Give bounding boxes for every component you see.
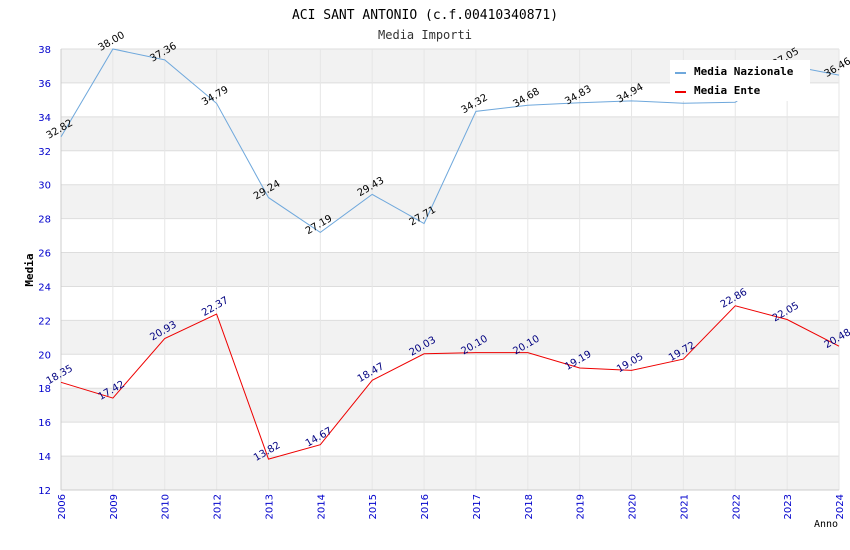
x-tick-label: 2022	[731, 494, 742, 519]
x-tick-label: 2019	[576, 494, 587, 519]
y-axis-label: Media	[23, 253, 36, 286]
x-tick-label: 2010	[161, 494, 172, 519]
data-label: 34.83	[563, 84, 593, 108]
y-tick-label: 20	[38, 350, 51, 361]
x-tick-label: 2015	[368, 494, 379, 519]
grid-band	[61, 320, 839, 355]
y-tick-label: 38	[38, 45, 51, 56]
x-tick-label: 2017	[472, 494, 483, 519]
x-tick-label: 2023	[783, 494, 794, 519]
data-label: 18.35	[45, 363, 75, 387]
grid-band	[61, 456, 839, 490]
legend-label-ente: Media Ente	[694, 84, 761, 97]
x-tick-label: 2014	[316, 494, 327, 519]
series-line-nazionale	[60, 48, 840, 234]
y-tick-label: 18	[38, 384, 51, 395]
data-label: 34.68	[511, 86, 541, 110]
x-tick-label: 2021	[679, 494, 690, 519]
chart-title: ACI SANT ANTONIO (c.f.00410340871)	[292, 8, 558, 23]
y-tick-label: 32	[38, 147, 51, 158]
legend-label-nazionale: Media Nazionale	[694, 65, 794, 78]
y-tick-label: 24	[38, 282, 51, 293]
x-tick-label: 2009	[109, 494, 120, 519]
x-tick-label: 2012	[213, 494, 224, 519]
y-tick-label: 30	[38, 181, 51, 192]
data-label: 34.94	[615, 82, 645, 106]
y-tick-label: 12	[38, 486, 51, 497]
legend-box	[670, 60, 810, 101]
x-tick-label: 2018	[524, 494, 535, 519]
y-tick-label: 28	[38, 215, 51, 226]
x-tick-label: 2024	[835, 494, 846, 519]
grid-band	[61, 116, 839, 151]
x-tick-label: 2013	[264, 494, 275, 519]
grid-band	[61, 184, 839, 219]
y-tick-label: 36	[38, 79, 51, 90]
y-tick-label: 26	[38, 249, 51, 260]
y-tick-label: 14	[38, 452, 51, 463]
y-tick-label: 34	[38, 113, 51, 124]
x-tick-label: 2020	[628, 494, 639, 519]
data-label: 14.67	[304, 426, 334, 450]
x-axis-label: Anno	[814, 519, 838, 530]
data-label: 19.05	[615, 351, 645, 375]
chart-subtitle: Media Importi	[378, 28, 472, 42]
data-label: 34.79	[200, 84, 230, 108]
grid-band	[61, 388, 839, 423]
legend: Media Nazionale Media Ente	[670, 60, 810, 101]
y-tick-label: 22	[38, 316, 51, 327]
x-tick-label: 2016	[420, 494, 431, 519]
y-tick-label: 16	[38, 418, 51, 429]
grid-band	[61, 252, 839, 287]
data-label: 34.32	[460, 92, 490, 116]
series-line-ente	[60, 305, 840, 460]
x-tick-label: 2006	[57, 494, 68, 519]
data-label: 22.37	[200, 295, 230, 319]
